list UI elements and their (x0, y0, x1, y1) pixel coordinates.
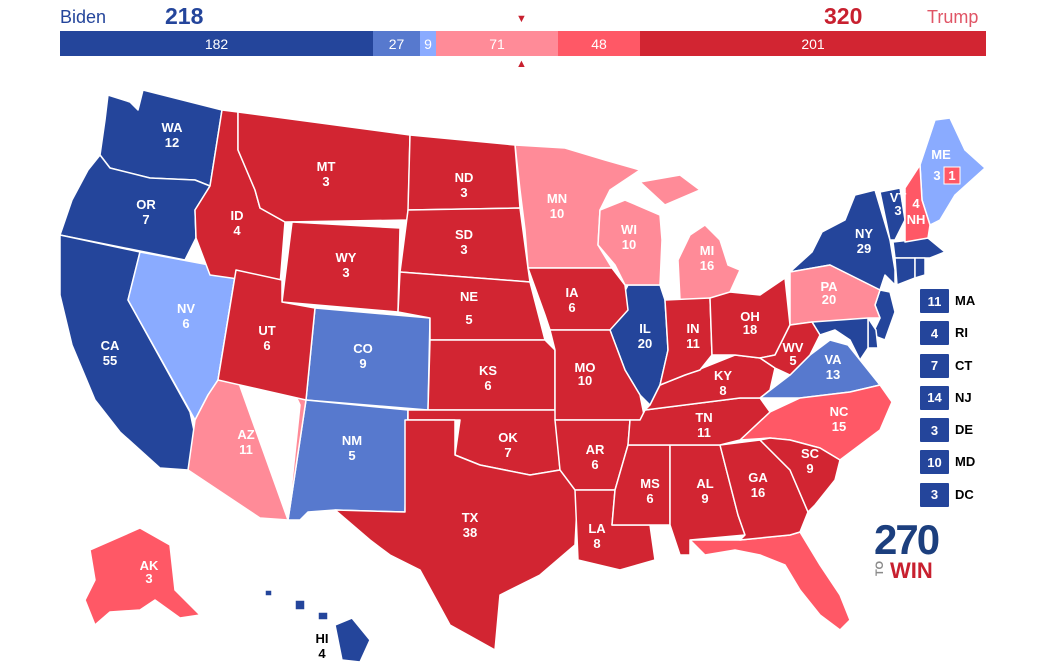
state-mt[interactable] (237, 111, 411, 223)
state-de[interactable] (867, 317, 879, 349)
logo-to: TO (874, 560, 886, 576)
bar-segment-likely-rep[interactable]: 48 (558, 31, 640, 56)
majority-marker-top-icon: ▼ (516, 13, 527, 25)
small-state-ev-box[interactable]: 4 (920, 321, 949, 346)
state-co[interactable] (305, 307, 431, 411)
state-nd[interactable] (407, 134, 521, 211)
state-ks[interactable] (427, 339, 556, 411)
state-ri[interactable] (914, 257, 926, 279)
270towin-logo[interactable]: 270 TO WIN (874, 516, 954, 586)
logo-win: WIN (890, 558, 933, 583)
state-md[interactable] (811, 314, 869, 361)
state-hi-islands[interactable] (264, 589, 329, 621)
small-state-ev-box[interactable]: 10 (920, 450, 949, 475)
state-ut[interactable] (217, 269, 316, 401)
state-ia[interactable] (527, 267, 629, 331)
small-state-abbr: DE (955, 422, 974, 438)
small-state-abbr: RI (955, 325, 968, 341)
right-candidate-total: 320 (824, 3, 863, 29)
small-state-ev-box[interactable]: 3 (920, 482, 949, 507)
state-ak[interactable] (84, 527, 201, 626)
state-tx[interactable] (334, 419, 579, 651)
state-wi[interactable] (597, 199, 663, 286)
state-ma[interactable] (892, 237, 946, 259)
majority-marker-bottom-icon: ▲ (516, 58, 527, 70)
small-state-abbr: CT (955, 357, 973, 373)
bar-segment-solid-dem[interactable]: 182 (60, 31, 373, 56)
small-state-abbr: MD (955, 454, 976, 470)
header: Biden 218 320 Trump ▼ 182 27 9 71 48 201… (0, 0, 1050, 80)
state-hi[interactable] (334, 617, 371, 663)
state-wy[interactable] (281, 221, 401, 313)
state-ct[interactable] (894, 257, 916, 286)
label-hi-abbr: HI (316, 631, 329, 646)
small-state-ev-box[interactable]: 11 (920, 289, 949, 313)
state-sc[interactable] (759, 437, 841, 513)
state-wv[interactable] (759, 321, 821, 376)
state-fl[interactable] (689, 531, 851, 631)
left-candidate-total: 218 (165, 3, 204, 29)
state-sd[interactable] (399, 207, 531, 283)
small-state-abbr: DC (955, 486, 974, 502)
small-state-ev-box[interactable]: 14 (920, 385, 949, 410)
small-state-ev-box[interactable]: 3 (920, 418, 949, 443)
me-district-box[interactable] (943, 166, 961, 185)
bar-segment-solid-rep[interactable]: 201 (640, 31, 986, 56)
electoral-vote-bar: 182 27 9 71 48 201 (60, 31, 986, 56)
left-candidate-name: Biden (60, 7, 107, 27)
small-state-abbr: NJ (955, 389, 972, 405)
logo-number: 270 (874, 516, 940, 563)
bar-segment-likely-dem[interactable]: 27 (373, 31, 420, 56)
label-hi-ev: 4 (318, 646, 326, 661)
bar-segment-lean-rep[interactable]: 71 (436, 31, 558, 56)
bar-segment-lean-dem[interactable]: 9 (420, 31, 436, 56)
small-state-ev-box[interactable]: 7 (920, 353, 949, 378)
state-nh[interactable] (904, 164, 931, 243)
right-candidate-name: Trump (927, 7, 979, 27)
state-nm[interactable] (287, 399, 409, 521)
small-state-abbr: MA (955, 293, 976, 308)
state-vt[interactable] (879, 187, 906, 241)
